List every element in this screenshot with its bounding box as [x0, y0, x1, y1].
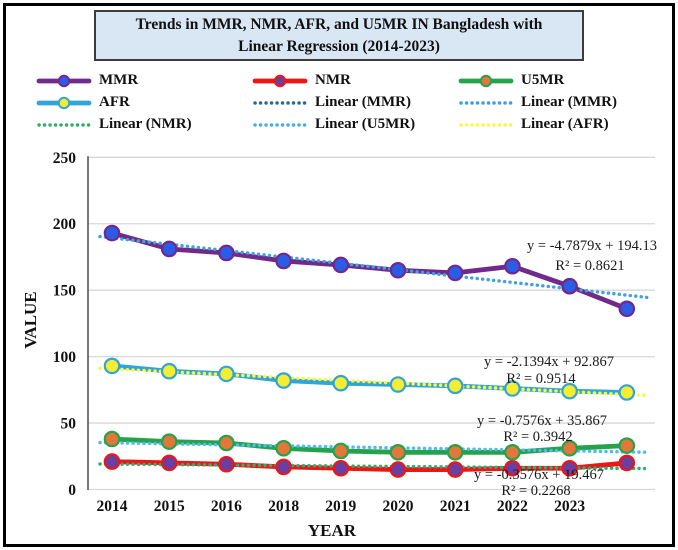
- point-NMR-2022: [561, 459, 578, 477]
- trendline-LinearNMR: [98, 462, 650, 471]
- equation-label-LinearNMR: y = -0.3576x + 19.467: [474, 467, 604, 483]
- point-AFR-2022: [561, 382, 578, 400]
- r2-label-LinearMMR: R² = 0.8621: [555, 258, 624, 274]
- x-tick-label-2014: 2014: [97, 498, 128, 515]
- chart-title-line-2: Linear Regression (2014-2023): [238, 37, 440, 55]
- r2-label-LinearAFR: R² = 0.9514: [506, 371, 576, 387]
- x-tick-label-2019: 2019: [325, 498, 356, 515]
- point-MMR-2020: [446, 264, 464, 282]
- x-tick-label-2020: 2020: [383, 498, 414, 515]
- legend-item-mmr: MMR: [36, 71, 252, 90]
- legend-item-nmr: NMR: [252, 71, 458, 90]
- line-marker-swatch-icon: [36, 96, 92, 109]
- point-NMR-2016: [218, 455, 235, 473]
- y-tick-label-100: 100: [53, 349, 77, 366]
- legend-item-linear-afr: Linear (AFR): [458, 115, 664, 134]
- point-NMR-2021: [504, 459, 521, 477]
- point-U5MR-2017: [275, 440, 292, 457]
- legend-label: AFR: [99, 94, 130, 110]
- point-NMR-2015: [160, 454, 178, 472]
- legend-item-linear-mmr: Linear (MMR): [458, 93, 664, 112]
- y-axis-title: VALUE: [21, 291, 40, 348]
- point-MMR-2022: [561, 277, 578, 295]
- legend-label: NMR: [315, 72, 351, 88]
- trendline-LinearMMR: [98, 234, 650, 300]
- y-tick-label-150: 150: [53, 283, 77, 300]
- r2-label-LinearNMR: R² = 0.2268: [501, 483, 570, 499]
- legend-label: MMR: [99, 72, 139, 88]
- x-axis-title: YEAR: [308, 521, 357, 540]
- y-tick-label-200: 200: [53, 216, 77, 233]
- trendline-LinearAFR: [98, 366, 650, 398]
- point-NMR-2018: [332, 459, 350, 477]
- point-U5MR-2019: [389, 443, 407, 461]
- legend-label: Linear (NMR): [99, 116, 192, 132]
- x-tick-label-2021: 2021: [440, 498, 471, 515]
- point-U5MR-2020: [446, 443, 464, 461]
- legend-label: Linear (U5MR): [315, 116, 416, 132]
- point-NMR-2023: [618, 454, 636, 472]
- y-tick-label-0: 0: [68, 482, 76, 499]
- point-AFR-2018: [332, 374, 350, 392]
- figure-border-frame: [3, 3, 675, 547]
- point-AFR-2021: [504, 380, 521, 397]
- point-U5MR-2016: [218, 434, 235, 452]
- y-tick-label-50: 50: [61, 416, 77, 433]
- point-AFR-2020: [446, 377, 464, 395]
- x-tick-label-2015: 2015: [154, 498, 185, 515]
- legend-item-linear-u5mr: Linear (U5MR): [252, 115, 458, 134]
- equation-label-LinearAFR: y = -2.1394x + 92.867: [484, 354, 614, 370]
- line-marker-swatch-icon: [252, 74, 308, 87]
- point-U5MR-2015: [160, 433, 178, 450]
- legend-label: Linear (MMR): [315, 94, 411, 110]
- point-U5MR-2022: [561, 440, 578, 457]
- point-NMR-2014: [103, 453, 121, 470]
- point-MMR-2018: [332, 256, 350, 274]
- point-MMR-2015: [160, 240, 178, 258]
- chart-title-line-1: Trends in MMR, NMR, AFR, and U5MR IN Ban…: [135, 16, 543, 33]
- chart-title-box: Trends in MMR, NMR, AFR, and U5MR IN Ban…: [94, 10, 584, 62]
- x-tick-label-2022: 2022: [497, 498, 528, 515]
- series-line-MMR: [109, 230, 630, 312]
- point-NMR-2019: [389, 461, 407, 478]
- line-marker-swatch-icon: [36, 74, 92, 87]
- y-tick-label-250: 250: [53, 150, 77, 167]
- point-NMR-2017: [275, 458, 292, 476]
- point-AFR-2014: [103, 357, 121, 375]
- legend-item-u5mr: U5MR: [458, 71, 664, 90]
- point-U5MR-2018: [332, 442, 350, 460]
- point-MMR-2019: [389, 261, 407, 279]
- legend-label: Linear (MMR): [521, 94, 617, 110]
- legend-item-afr: AFR: [36, 93, 252, 112]
- legend-item-linear-mmr: Linear (MMR): [252, 93, 458, 112]
- line-marker-swatch-icon: [458, 74, 514, 87]
- point-MMR-2016: [218, 244, 235, 262]
- chart-legend: MMR NMR U5MR AFR Linear (MMR) Linear (MMR) Lin…: [36, 71, 664, 134]
- legend-item-linear-nmr: Linear (NMR): [36, 115, 252, 134]
- point-U5MR-2021: [504, 443, 521, 461]
- point-MMR-2017: [275, 252, 292, 270]
- point-U5MR-2014: [103, 430, 121, 448]
- legend-label: U5MR: [521, 72, 565, 88]
- point-AFR-2023: [618, 384, 636, 401]
- point-AFR-2015: [160, 362, 178, 380]
- point-AFR-2017: [275, 372, 292, 389]
- point-NMR-2020: [446, 461, 464, 478]
- point-MMR-2014: [103, 224, 121, 242]
- r2-label-LinearU5MR: R² = 0.3942: [503, 429, 572, 445]
- x-tick-label-2016: 2016: [211, 498, 242, 515]
- x-tick-label-2018: 2018: [268, 498, 299, 515]
- equation-label-LinearU5MR: y = -0.7576x + 35.867: [477, 413, 607, 429]
- trendline-LinearU5MR: [98, 440, 650, 454]
- point-AFR-2019: [389, 376, 407, 393]
- point-MMR-2023: [618, 300, 636, 318]
- point-AFR-2016: [218, 365, 235, 383]
- equation-label-LinearMMR: y = -4.7879x + 194.13: [527, 238, 657, 254]
- point-MMR-2021: [504, 257, 521, 275]
- legend-label: Linear (AFR): [521, 116, 609, 132]
- x-tick-label-2023: 2023: [554, 498, 585, 515]
- point-U5MR-2023: [618, 437, 636, 454]
